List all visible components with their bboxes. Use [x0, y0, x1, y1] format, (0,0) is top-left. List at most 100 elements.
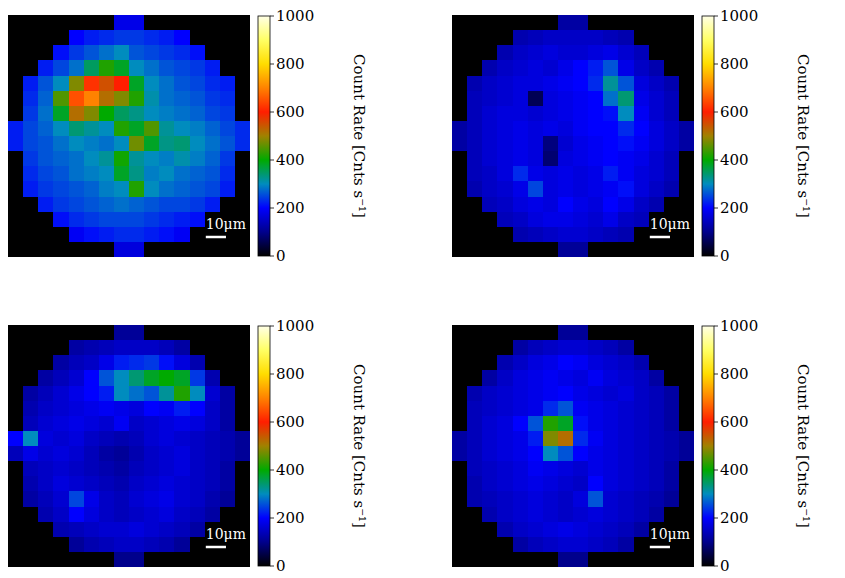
cell — [84, 181, 100, 197]
cell — [513, 121, 529, 137]
cell — [69, 166, 85, 182]
cell — [482, 136, 498, 152]
cell — [558, 491, 574, 507]
cell — [190, 461, 206, 477]
cell — [23, 30, 39, 46]
cell — [69, 491, 85, 507]
cell — [634, 476, 650, 492]
cell — [53, 522, 69, 538]
cell — [144, 197, 160, 213]
cell — [513, 181, 529, 197]
cell — [618, 166, 634, 182]
cell — [573, 340, 589, 356]
cell — [618, 212, 634, 228]
cell — [38, 212, 54, 228]
cell — [23, 197, 39, 213]
cell — [174, 386, 190, 402]
cell — [543, 242, 559, 258]
cell — [513, 446, 529, 462]
cell — [114, 106, 130, 122]
cell — [664, 106, 680, 122]
cell — [99, 151, 115, 167]
cell — [497, 431, 513, 447]
colorbar-tick-label: 0 — [720, 557, 730, 575]
cell — [144, 355, 160, 371]
cell — [220, 446, 236, 462]
cell — [190, 340, 206, 356]
cell — [664, 45, 680, 61]
cell — [69, 431, 85, 447]
cell — [69, 181, 85, 197]
cell — [159, 166, 175, 182]
cell — [23, 76, 39, 92]
cell — [129, 416, 145, 432]
cell — [679, 507, 695, 523]
cell — [588, 136, 604, 152]
cell — [38, 431, 54, 447]
cell — [144, 340, 160, 356]
cell — [174, 121, 190, 137]
cell — [573, 45, 589, 61]
cell — [467, 242, 483, 258]
cell — [618, 151, 634, 167]
cell — [649, 416, 665, 432]
cell — [159, 522, 175, 538]
cell — [99, 106, 115, 122]
cell — [235, 552, 251, 568]
cell — [114, 431, 130, 447]
panel: 10μm02004006008001000Count Rate [Cnts s⁻… — [8, 317, 368, 575]
cell — [452, 386, 468, 402]
colorbar-label: Count Rate [Cnts s⁻¹] — [794, 54, 812, 218]
cell — [664, 76, 680, 92]
cell — [513, 325, 529, 341]
cell — [69, 401, 85, 417]
cell — [205, 242, 221, 258]
colorbar-tick — [270, 470, 274, 471]
cell — [679, 491, 695, 507]
cell — [114, 136, 130, 152]
cell — [558, 370, 574, 386]
cell — [513, 15, 529, 31]
colorbar-tick-label: 0 — [720, 247, 730, 265]
image — [452, 15, 694, 257]
cell — [618, 45, 634, 61]
cell — [497, 30, 513, 46]
colorbar-tick-label: 1000 — [276, 7, 314, 25]
cell — [84, 242, 100, 258]
cell — [452, 507, 468, 523]
cell — [69, 212, 85, 228]
cell — [235, 76, 251, 92]
colorbar-tick — [270, 374, 274, 375]
cell — [235, 91, 251, 107]
cell — [23, 386, 39, 402]
cell — [205, 461, 221, 477]
cell — [235, 242, 251, 258]
cell — [603, 166, 619, 182]
cell — [99, 227, 115, 243]
cell — [664, 15, 680, 31]
cell — [558, 401, 574, 417]
cell — [53, 197, 69, 213]
cell — [679, 76, 695, 92]
colorbar-tick — [270, 256, 274, 257]
cell — [38, 106, 54, 122]
cell — [618, 476, 634, 492]
image-ground — [8, 325, 250, 567]
cell — [588, 227, 604, 243]
cell — [190, 60, 206, 76]
cell — [618, 355, 634, 371]
cell — [159, 60, 175, 76]
cell — [220, 136, 236, 152]
cell — [452, 491, 468, 507]
cell — [38, 537, 54, 553]
cell — [69, 45, 85, 61]
cell — [513, 212, 529, 228]
cell — [603, 476, 619, 492]
cell — [38, 136, 54, 152]
cell — [664, 401, 680, 417]
cell — [482, 461, 498, 477]
cell — [84, 507, 100, 523]
cell — [482, 491, 498, 507]
cell — [679, 45, 695, 61]
cell — [452, 537, 468, 553]
